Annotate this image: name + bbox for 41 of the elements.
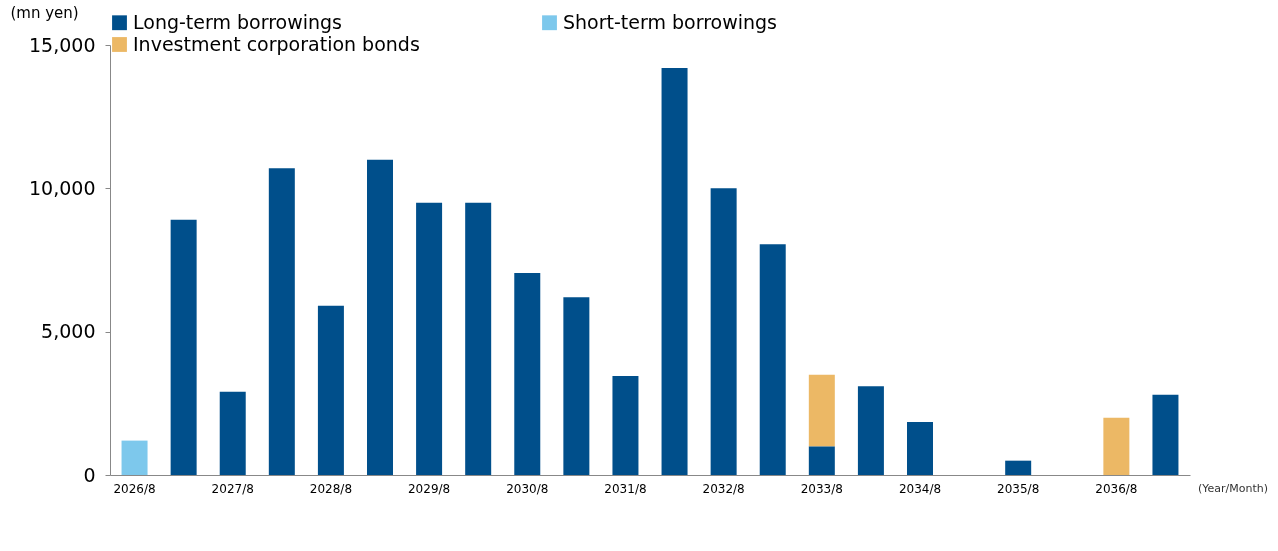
x-tick-label: 2032/8 [702,481,745,496]
y-tick-label: 5,000 [41,320,96,343]
bar [563,297,590,475]
y-tick-label: 15,000 [29,33,96,56]
y-tick-label: 10,000 [29,176,96,199]
bar [808,374,835,447]
legend-label: Long-term borrowings [133,10,342,33]
bar [1103,417,1130,475]
bar [661,67,688,475]
bar [907,421,933,475]
x-tick-label: 2035/8 [997,481,1040,496]
bar [1152,394,1179,475]
bar [710,188,737,475]
y-axis-title: (mn yen) [10,3,79,22]
bar [170,219,197,475]
legend-label: Investment corporation bonds [133,32,420,55]
y-tick-label: 0 [83,463,96,486]
bar [268,168,295,475]
bar [416,202,443,475]
x-tick-label: 2033/8 [800,481,843,496]
bar [317,305,344,475]
bar [1005,460,1032,475]
x-tick-label: 2026/8 [113,481,156,496]
x-tick-label: 2029/8 [407,481,451,496]
x-tick-label: 2031/8 [604,481,647,496]
bar [219,391,246,475]
bar [857,386,884,475]
bar [465,202,492,475]
legend-label: Short-term borrowings [563,10,778,33]
bar [759,244,786,475]
bar [121,440,148,475]
bar [367,159,393,475]
x-tick-label: 2034/8 [898,481,942,496]
x-tick-label: 2030/8 [506,481,549,496]
x-tick-label: 2028/8 [309,481,353,496]
bar [612,376,639,475]
x-tick-label: 2027/8 [211,481,254,496]
x-tick-label: 2036/8 [1095,481,1138,496]
text: (Year/Month) [1198,482,1269,495]
bar [808,446,835,475]
bar [514,272,541,475]
